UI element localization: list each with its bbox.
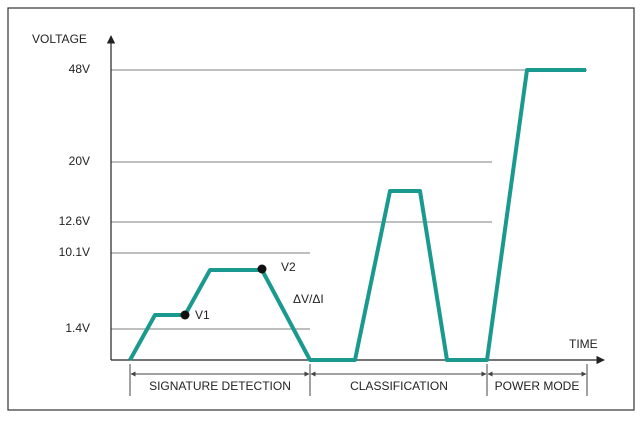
level-label: 20V xyxy=(69,154,90,168)
frame xyxy=(7,7,635,411)
level-label: 48V xyxy=(69,62,90,76)
level-label: 10.1V xyxy=(59,245,90,259)
point-v2 xyxy=(257,264,267,274)
point-v1 xyxy=(180,310,190,320)
level-label: 1.4V xyxy=(65,321,90,335)
point-label: V1 xyxy=(195,308,210,322)
phase-label: SIGNATURE DETECTION xyxy=(149,379,291,393)
phase-label: CLASSIFICATION xyxy=(350,379,448,393)
slope-label: ΔV/ΔI xyxy=(293,292,324,306)
y-axis-label: VOLTAGE xyxy=(32,32,87,46)
level-label: 12.6V xyxy=(59,214,90,228)
x-axis-label: TIME xyxy=(569,337,598,351)
phase-brackets xyxy=(129,364,588,396)
point-label: V2 xyxy=(281,260,296,274)
phase-label: POWER MODE xyxy=(495,379,580,393)
